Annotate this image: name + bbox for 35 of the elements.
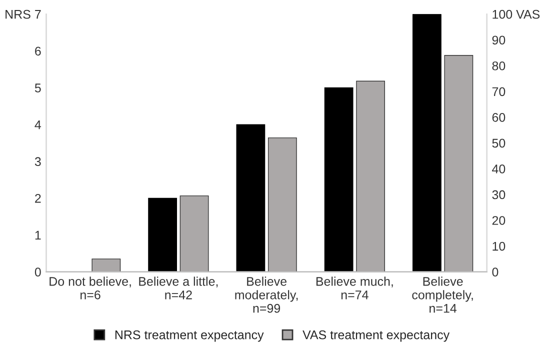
y-tick-label: NRS 7 bbox=[6, 10, 41, 19]
y2-tick-label: 0 bbox=[492, 268, 498, 276]
y2-tick-label: 40 bbox=[492, 164, 506, 174]
y2-tick-label: 100 VAS bbox=[492, 10, 540, 19]
y-tick-label: 2 bbox=[35, 194, 41, 203]
y-tick-label: 4 bbox=[34, 120, 42, 130]
y2-tick-label: 90 bbox=[492, 36, 506, 45]
x-tick-label: Believe much, n=74 bbox=[316, 276, 393, 300]
bar bbox=[356, 80, 385, 272]
x-tick-label: Believe a little, n=42 bbox=[139, 276, 218, 300]
y-tick-label: 3 bbox=[34, 157, 41, 166]
y-tick-label: 1 bbox=[35, 230, 41, 240]
legend-label: NRS treatment expectancy bbox=[115, 330, 264, 342]
bar bbox=[236, 124, 266, 272]
x-tick-label: Believe completely, n=14 bbox=[412, 276, 473, 313]
y-tick-label: 6 bbox=[35, 46, 41, 56]
y2-tick-label: 30 bbox=[492, 190, 506, 200]
y2-tick-label: 50 bbox=[492, 138, 506, 148]
bar bbox=[444, 55, 474, 272]
y2-tick-label: 70 bbox=[492, 87, 506, 96]
bar bbox=[324, 87, 354, 272]
bar bbox=[180, 195, 209, 272]
y2-tick-label: 80 bbox=[492, 61, 506, 70]
x-tick-label: Do not believe, n=6 bbox=[50, 276, 131, 300]
bar bbox=[268, 137, 297, 272]
y2-tick-label: 20 bbox=[492, 216, 506, 225]
y2-tick-label: 60 bbox=[492, 112, 506, 122]
legend-label: VAS treatment expectancy bbox=[302, 330, 450, 342]
bar bbox=[92, 258, 121, 272]
bar bbox=[148, 198, 178, 272]
x-tick-label: Believe moderately, n=99 bbox=[235, 276, 298, 313]
y-tick-label: 0 bbox=[34, 268, 41, 276]
bar bbox=[412, 14, 442, 272]
y-tick-label: 5 bbox=[34, 84, 41, 92]
y2-tick-label: 10 bbox=[492, 242, 506, 251]
